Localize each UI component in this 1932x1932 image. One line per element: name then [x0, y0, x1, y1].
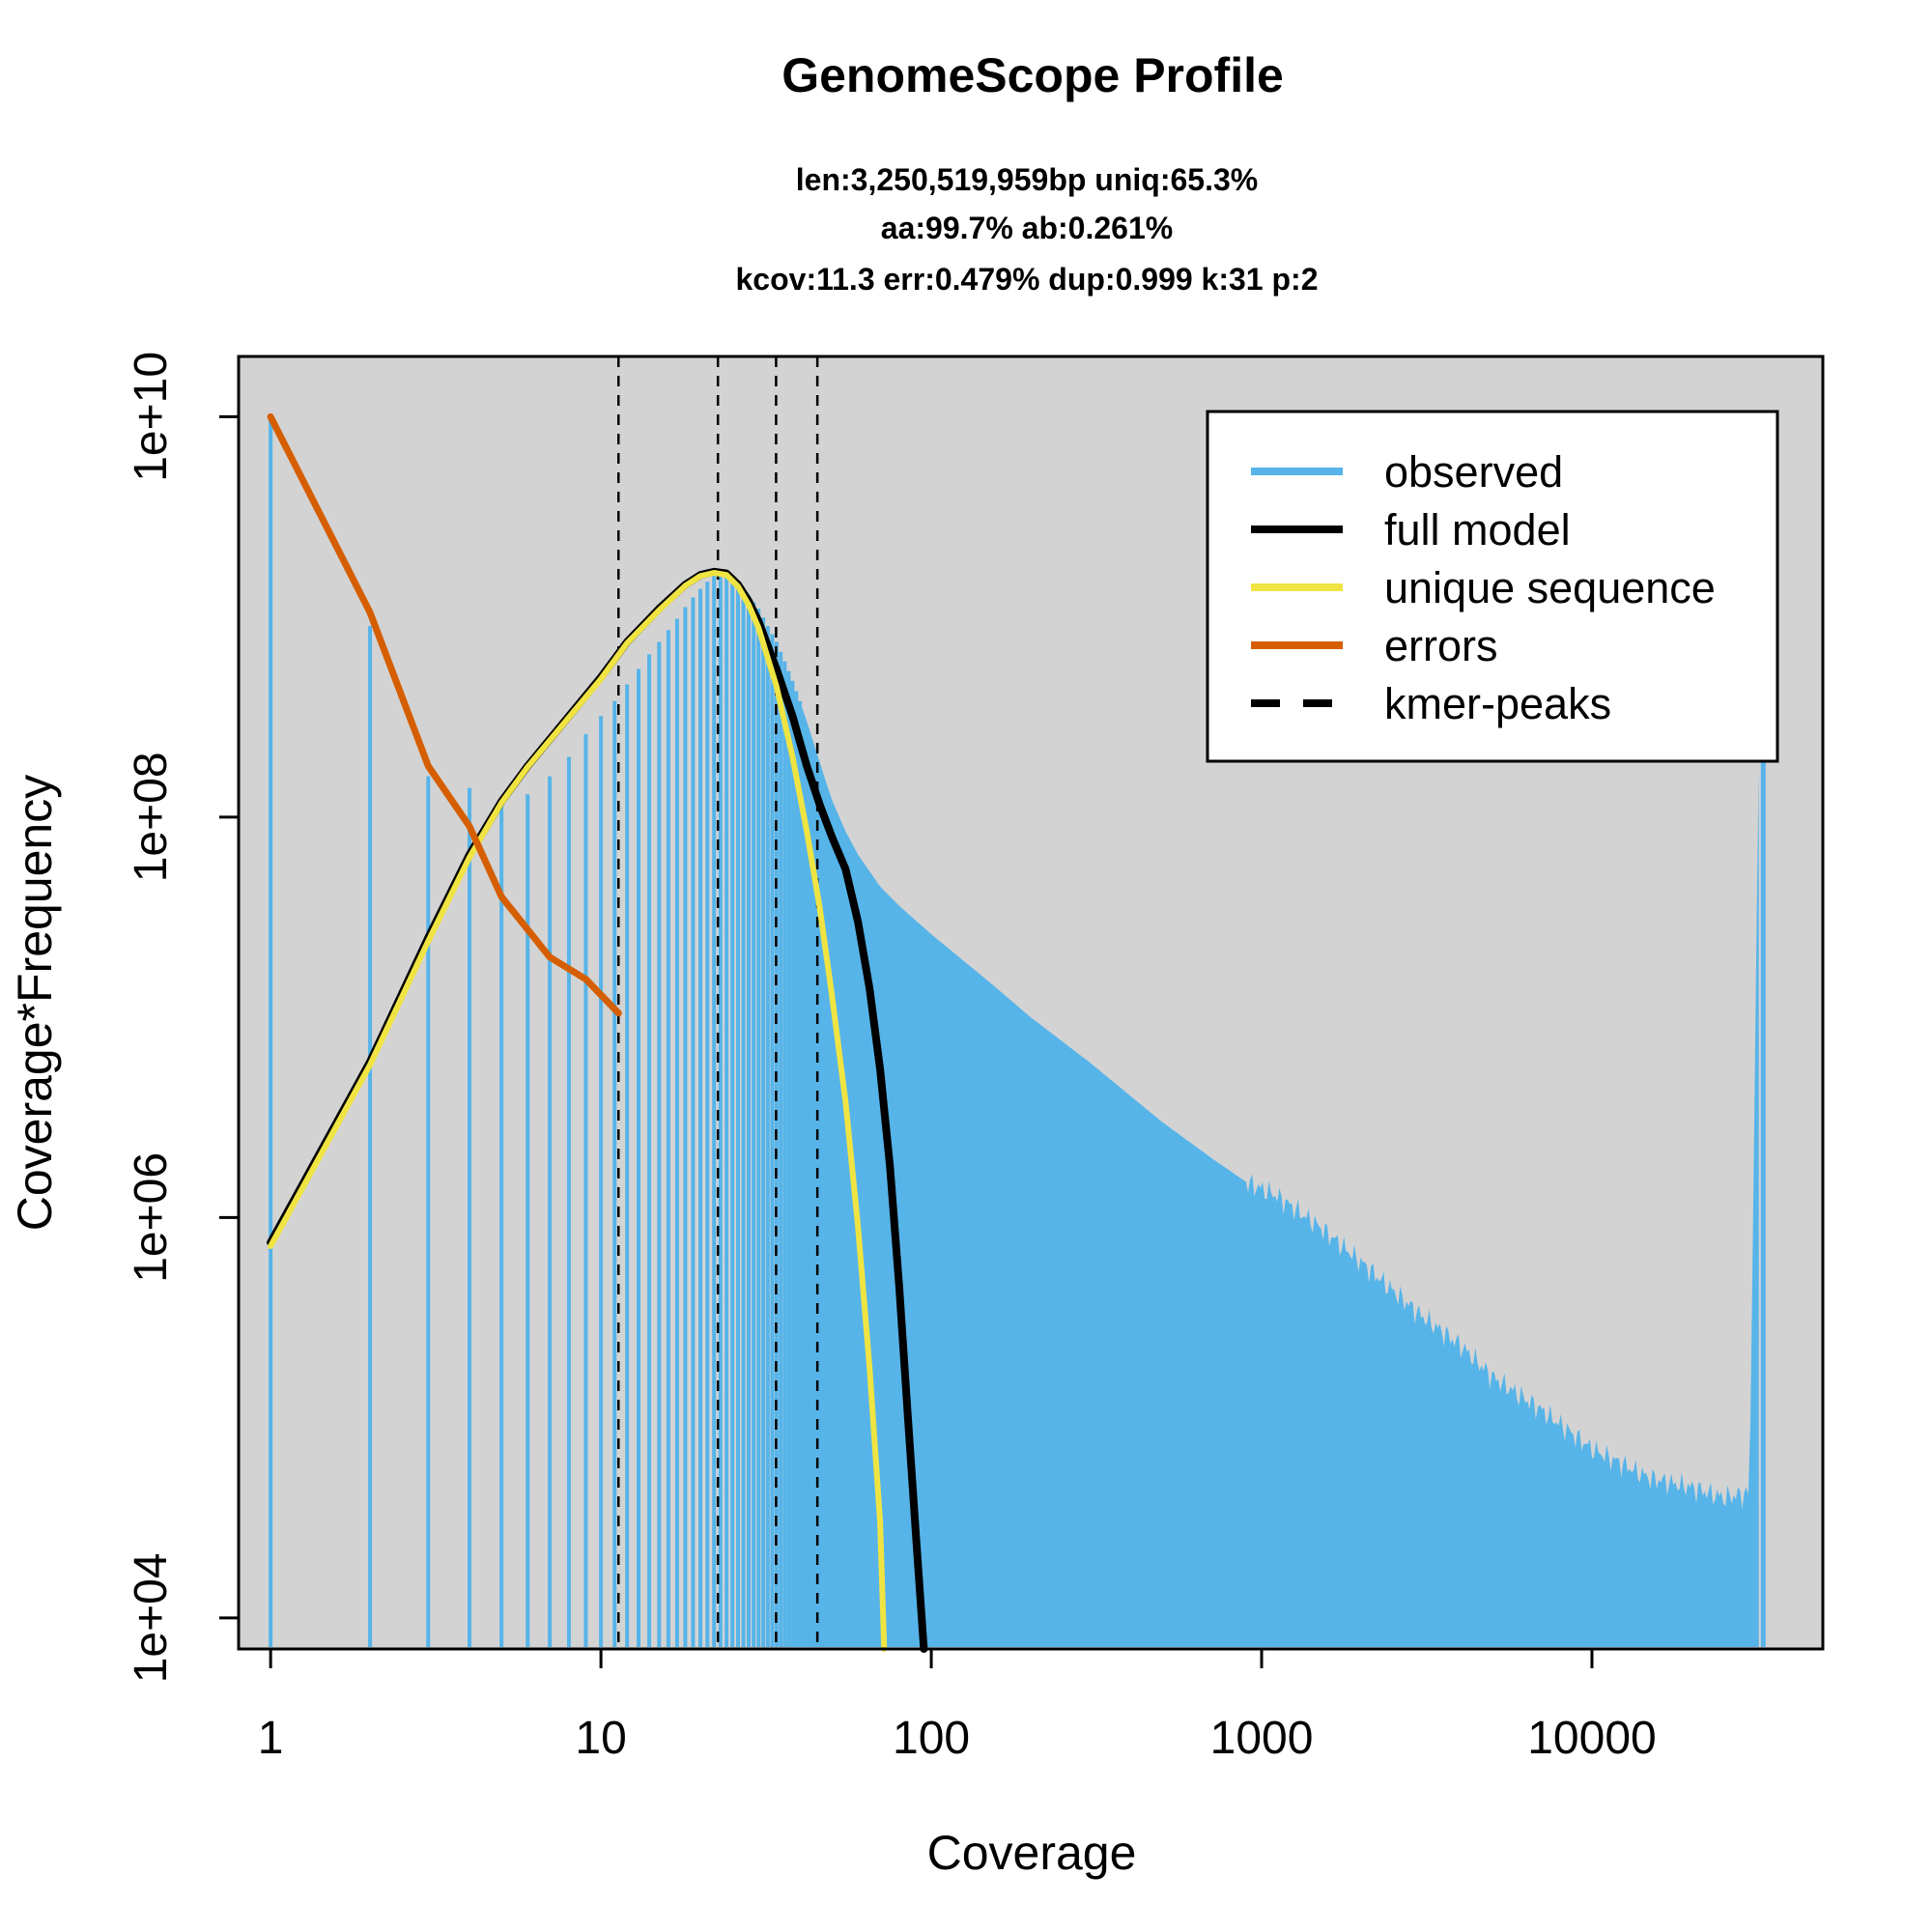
legend-label: unique sequence [1384, 563, 1716, 612]
x-axis: 1 10 100 1000 10000 [258, 1647, 1657, 1764]
x-tick-label: 10 [575, 1713, 626, 1764]
chart-subtitle-line-2: aa:99.7% ab:0.261% [881, 211, 1173, 245]
unique-sequence-line [268, 570, 888, 1652]
y-tick-label: 1e+04 [126, 1552, 177, 1683]
x-axis-title: Coverage [927, 1826, 1137, 1880]
legend-items: observed full model unique sequence errors k… [1251, 447, 1716, 728]
observed-histogram [269, 412, 1766, 1647]
chart-subtitle-line-3: kcov:11.3 err:0.479% dup:0.999 k:31 p:2 [736, 262, 1319, 297]
y-axis: 1e+04 1e+06 1e+08 1e+10 [126, 352, 241, 1683]
x-tick-label: 1000 [1210, 1713, 1314, 1764]
y-tick-label: 1e+10 [126, 352, 177, 482]
y-tick-label: 1e+08 [126, 752, 177, 882]
errors-line [267, 412, 622, 1017]
legend: observed full model unique sequence errors k… [1206, 410, 1779, 763]
x-tick-label: 100 [893, 1713, 970, 1764]
chart-subtitle-line-1: len:3,250,519,959bp uniq:65.3% [796, 162, 1258, 197]
legend-label: kmer-peaks [1384, 679, 1611, 728]
y-tick-label: 1e+06 [126, 1152, 177, 1283]
legend-label: full model [1384, 505, 1571, 554]
model-lines [267, 412, 928, 1653]
legend-label: observed [1384, 447, 1563, 497]
x-tick-label: 10000 [1527, 1713, 1656, 1764]
x-tick-label: 1 [258, 1713, 284, 1764]
legend-label: errors [1384, 621, 1498, 670]
chart-title: GenomeScope Profile [781, 48, 1284, 102]
y-axis-title: Coverage*Frequency [8, 775, 62, 1232]
observed-area [799, 700, 1759, 1647]
